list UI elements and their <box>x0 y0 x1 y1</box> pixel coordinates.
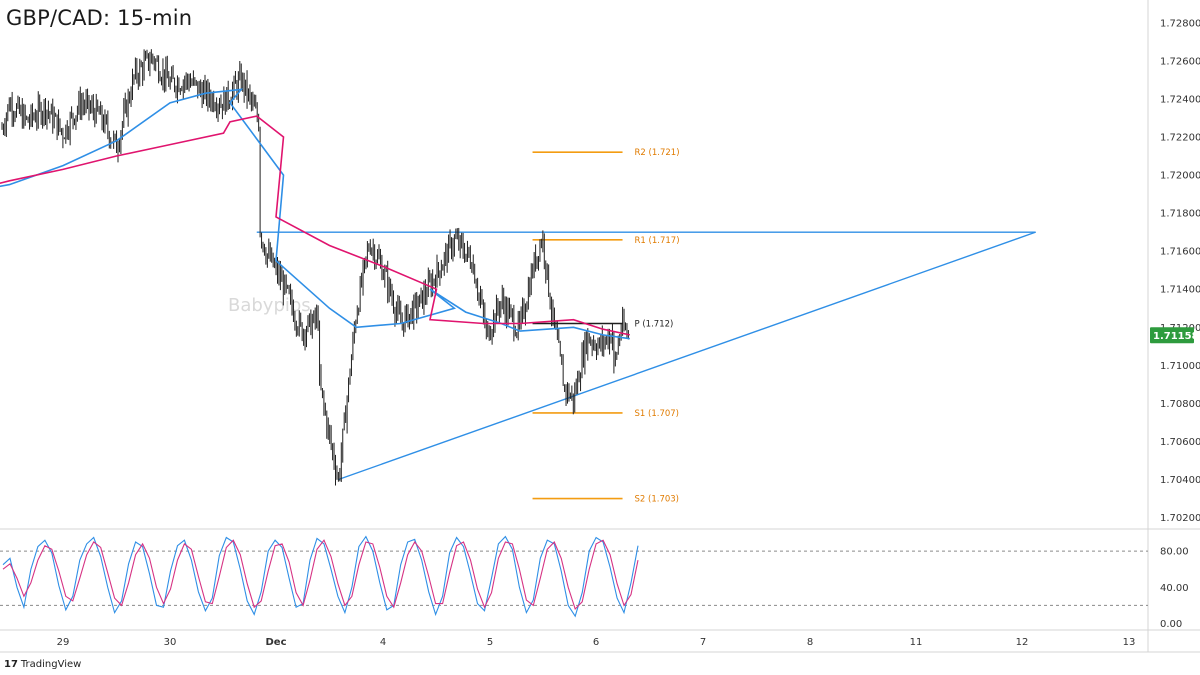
y-tick-label: 1.70200 <box>1160 513 1200 524</box>
pivot-label: S2 (1.703) <box>635 495 679 505</box>
stoch-y-tick-label: 0.00 <box>1160 619 1182 630</box>
pivot-label: P (1.712) <box>635 319 674 329</box>
y-tick-label: 1.71400 <box>1160 285 1200 296</box>
watermark-text: Babypips <box>228 295 311 316</box>
y-tick-label: 1.72600 <box>1160 56 1200 67</box>
stoch_d-line <box>2 539 639 611</box>
ema_slow-line <box>0 115 630 336</box>
x-tick-label: 30 <box>164 637 177 648</box>
y-tick-label: 1.71800 <box>1160 209 1200 220</box>
pivot-label: R1 (1.717) <box>635 236 680 246</box>
ema_fast-line <box>0 88 630 340</box>
y-tick-label: 1.71600 <box>1160 247 1200 258</box>
tradingview-brand[interactable]: 𝟭𝟳 TradingView <box>4 659 81 670</box>
y-tick-label: 1.70400 <box>1160 475 1200 486</box>
x-tick-label: 8 <box>807 637 813 648</box>
x-tick-label: 12 <box>1016 637 1029 648</box>
x-tick-label: 4 <box>380 637 386 648</box>
x-tick-label: 6 <box>593 637 599 648</box>
current-price-label: 1.71158 <box>1153 331 1199 342</box>
pivot-label: R2 (1.721) <box>635 148 680 158</box>
x-tick-label: 13 <box>1123 637 1136 648</box>
brand-label: TradingView <box>20 659 82 670</box>
stoch-y-tick-label: 80.00 <box>1160 547 1189 558</box>
x-tick-label: 7 <box>700 637 706 648</box>
x-tick-label: 29 <box>57 637 70 648</box>
support_trendline-line <box>338 231 1036 481</box>
y-tick-label: 1.72000 <box>1160 171 1200 182</box>
x-tick-label: Dec <box>265 637 286 648</box>
current-price-tag <box>1150 327 1194 344</box>
chart-title: GBP/CAD: 15-min <box>6 6 193 30</box>
pivot-label: S1 (1.707) <box>635 409 679 419</box>
stoch-y-tick-label: 40.00 <box>1160 583 1189 594</box>
y-tick-label: 1.72400 <box>1160 94 1200 105</box>
x-tick-label: 11 <box>910 637 923 648</box>
x-tick-label: 5 <box>487 637 493 648</box>
y-tick-label: 1.71000 <box>1160 361 1200 372</box>
y-tick-label: 1.72200 <box>1160 133 1200 144</box>
y-tick-label: 1.70800 <box>1160 399 1200 410</box>
tradingview-logo-icon: 𝟭𝟳 <box>4 659 18 670</box>
y-tick-label: 1.72800 <box>1160 18 1200 29</box>
y-tick-label: 1.70600 <box>1160 437 1200 448</box>
stoch_k-line <box>2 535 639 618</box>
